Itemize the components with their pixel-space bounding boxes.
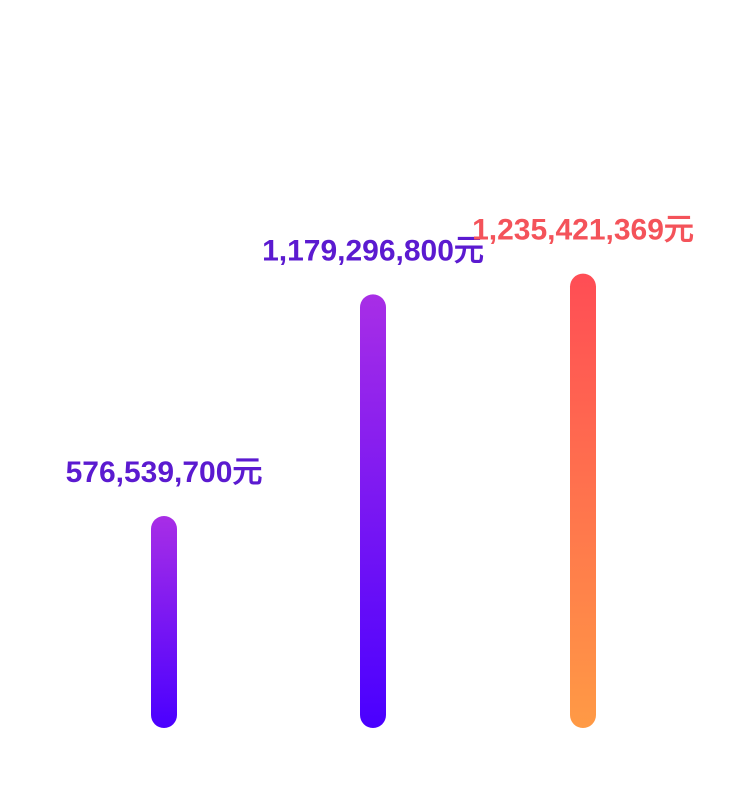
bar-value-label-1: 576,539,700元 — [66, 456, 263, 489]
bar-value-label-2: 1,179,296,800元 — [262, 234, 484, 267]
bar-3 — [570, 273, 596, 728]
bars-layer — [151, 273, 596, 728]
bar-2 — [360, 294, 386, 728]
bar-value-label-3: 1,235,421,369元 — [472, 214, 694, 247]
bar-1 — [151, 515, 177, 728]
